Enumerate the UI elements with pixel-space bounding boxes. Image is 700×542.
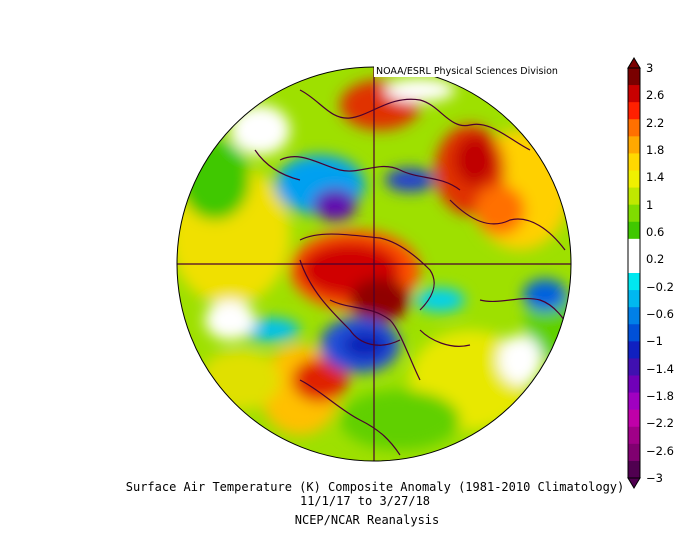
credit-label: NOAA/ESRL Physical Sciences Division: [374, 66, 560, 77]
colorbar-segment: [628, 204, 640, 223]
colorbar-tick-label: 1: [646, 197, 654, 212]
colorbar-segment: [628, 426, 640, 445]
colorbar-segment: [628, 238, 640, 257]
colorbar-tick-label: 2.2: [646, 115, 665, 130]
colorbar-top-arrow: [627, 57, 641, 69]
colorbar-segment: [628, 85, 640, 103]
colorbar-tick-label: −1.8: [646, 389, 674, 403]
colorbar-segment: [628, 136, 640, 154]
colorbar-tick-label: −2.6: [646, 443, 674, 458]
colorbar-tick-label: −0.6: [646, 307, 674, 321]
colorbar: [627, 57, 641, 489]
colorbar-segment: [628, 119, 640, 137]
colorbar-segment: [628, 102, 640, 120]
colorbar-segment: [628, 460, 640, 479]
colorbar-tick-label: 0.6: [646, 225, 665, 239]
colorbar-segment: [628, 153, 640, 171]
colorbar-segment: [628, 273, 640, 291]
title-line-2: 11/1/17 to 3/27/18: [299, 494, 431, 508]
colorbar-tick-label: 2.6: [646, 88, 665, 103]
colorbar-tick-label: −0.2: [646, 279, 674, 294]
colorbar-segment: [628, 341, 640, 359]
colorbar-segment: [628, 290, 640, 308]
colorbar-tick-label: −2.2: [646, 416, 674, 431]
colorbar-segment: [628, 392, 640, 411]
colorbar-tick-label: 3: [646, 61, 654, 75]
colorbar-segment: [628, 409, 640, 428]
colorbar-tick-label: 0.2: [646, 252, 665, 267]
colorbar-segment: [628, 221, 640, 240]
colorbar-segment: [628, 307, 640, 325]
colorbar-tick-label: −3: [646, 471, 663, 485]
colorbar-segment: [628, 375, 640, 394]
colorbar-segment: [628, 358, 640, 376]
colorbar-segment: [628, 170, 640, 189]
colorbar-tick-label: −1.4: [646, 361, 674, 376]
colorbar-segment: [628, 68, 640, 86]
colorbar-segment: [628, 443, 640, 462]
coastlines: [254, 89, 571, 456]
colorbar-tick-label: −1: [646, 334, 663, 349]
title-line-3: NCEP/NCAR Reanalysis: [294, 513, 440, 527]
colorbar-segment: [628, 255, 640, 274]
title-line-1: Surface Air Temperature (K) Composite An…: [125, 480, 625, 494]
anomaly-field: [177, 67, 571, 461]
colorbar-outline: [627, 67, 641, 479]
colorbar-segment: [628, 187, 640, 206]
colorbar-tick-label: 1.8: [646, 143, 665, 157]
colorbar-segment: [628, 324, 640, 342]
colorbar-tick-label: 1.4: [646, 170, 665, 185]
